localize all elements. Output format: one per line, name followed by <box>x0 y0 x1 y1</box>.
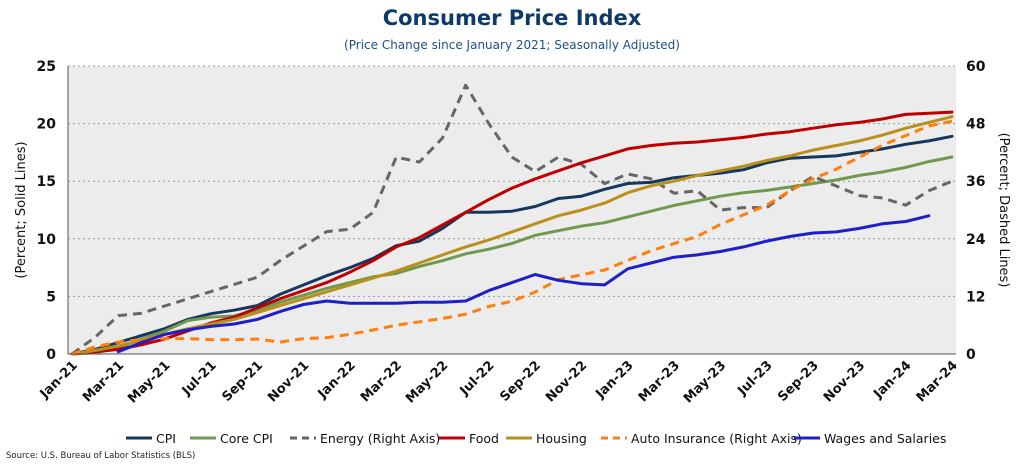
y-right-tick-label: 24 <box>966 232 986 248</box>
series-line-housing <box>70 115 954 356</box>
y-right-tick-label: 0 <box>966 347 976 363</box>
chart-subtitle: (Price Change since January 2021; Season… <box>344 38 680 52</box>
x-tick-label: Jan-23 <box>593 358 637 402</box>
x-tick-label: Nov-23 <box>821 358 868 405</box>
y-axis-right-label: (Percent; Dashed Lines) <box>996 133 1011 288</box>
y-right-tick-label: 48 <box>966 117 985 133</box>
y-left-tick-label: 20 <box>37 117 57 133</box>
y-left-tick-label: 0 <box>46 347 56 363</box>
legend-label: Food <box>469 431 499 446</box>
x-tick-label: Jul-21 <box>179 358 220 399</box>
x-tick-label: Jan-24 <box>870 358 914 402</box>
series-layer <box>67 66 956 356</box>
x-tick-label: Mar-23 <box>636 358 683 405</box>
y-left-tick-label: 25 <box>37 59 56 75</box>
x-tick-label: Jan-21 <box>37 358 81 402</box>
x-tick-label: May-21 <box>125 358 173 406</box>
y-right-tick-label: 12 <box>966 289 985 305</box>
legend-label: Wages and Salaries <box>824 431 946 446</box>
y-left-tick-label: 15 <box>37 174 56 190</box>
y-left-tick-label: 5 <box>46 289 56 305</box>
x-tick-label: Mar-22 <box>358 358 405 405</box>
y-axis-left-label: (Percent; Solid Lines) <box>14 141 29 278</box>
legend-label: Energy (Right Axis) <box>320 431 440 446</box>
series-line-wages-and-salaries <box>116 214 931 354</box>
series-line-energy-right-axis <box>71 83 953 356</box>
x-tick-label: May-23 <box>681 358 729 406</box>
x-tick-label: Mar-24 <box>914 358 961 405</box>
legend: CPI Core CPI Energy (Right Axis) Food Housin… <box>126 431 946 446</box>
source-note: Source: U.S. Bureau of Labor Statistics … <box>6 451 196 461</box>
left-axis-ticks: 0 5 10 15 20 25 <box>37 59 57 363</box>
x-tick-label: Sep-21 <box>219 358 266 405</box>
chart-title: Consumer Price Index <box>382 6 642 30</box>
legend-label: Auto Insurance (Right Axis) <box>631 431 802 446</box>
x-tick-label: Jul-23 <box>735 358 776 399</box>
x-tick-label: May-22 <box>403 358 451 406</box>
x-tick-label: Jul-22 <box>457 358 498 399</box>
x-tick-label: Sep-23 <box>775 358 822 405</box>
y-right-tick-label: 36 <box>966 174 985 190</box>
x-tick-label: Sep-22 <box>497 358 544 405</box>
legend-label: Housing <box>536 431 587 446</box>
series-line-cpi <box>70 134 954 356</box>
y-right-tick-label: 60 <box>966 59 986 75</box>
x-tick-label: Nov-21 <box>265 358 312 405</box>
series-line-core-cpi <box>70 155 954 356</box>
legend-label: Core CPI <box>220 431 273 446</box>
right-axis-ticks: 0 12 24 36 48 60 <box>966 59 986 363</box>
x-tick-label: Mar-21 <box>80 358 127 405</box>
x-tick-label: Jan-22 <box>315 358 359 402</box>
y-left-tick-label: 10 <box>37 232 57 248</box>
x-tick-label: Nov-22 <box>543 358 590 405</box>
legend-label: CPI <box>156 431 176 446</box>
